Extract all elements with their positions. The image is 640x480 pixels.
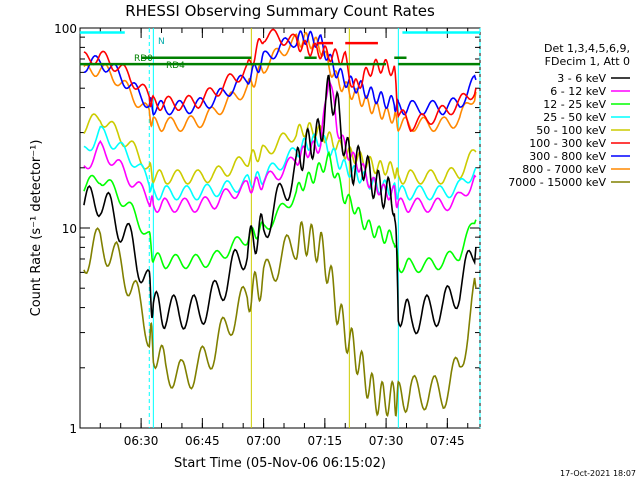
- x-tick-label: 06:30: [124, 434, 159, 448]
- y-tick-label: 1: [69, 422, 77, 436]
- x-tick-label: 06:45: [185, 434, 220, 448]
- legend-header-line-1: Det 1,3,4,5,6,9,: [544, 42, 630, 55]
- legend-label: 300 - 800 keV: [529, 150, 606, 163]
- legend-label: 3 - 6 keV: [557, 72, 606, 85]
- series-line-1: [83, 78, 477, 214]
- y-axis-label: Count Rate (s⁻¹ detector⁻¹): [29, 140, 44, 317]
- x-tick-label: 07:30: [369, 434, 404, 448]
- legend-label: 25 - 50 keV: [543, 111, 606, 124]
- annotation-n: N: [158, 37, 165, 47]
- legend-header-line-2: FDecim 1, Att 0: [545, 55, 630, 68]
- x-axis-label: Start Time (05-Nov-06 06:15:02): [174, 456, 386, 471]
- series-line-3: [83, 125, 477, 201]
- legend-label: 12 - 25 keV: [543, 98, 606, 111]
- series-line-6: [83, 30, 477, 116]
- y-tick-label: 100: [54, 22, 77, 36]
- x-tick-label: 07:00: [246, 434, 281, 448]
- legend-label: 7000 - 15000 keV: [508, 176, 606, 189]
- y-tick-label: 10: [62, 222, 77, 236]
- legend-label: 800 - 7000 keV: [522, 163, 606, 176]
- x-tick-label: 07:45: [430, 434, 465, 448]
- annotation-rd0: RD0: [134, 54, 153, 64]
- series-line-5: [83, 28, 477, 133]
- chart-title: RHESSI Observing Summary Count Rates: [125, 2, 435, 20]
- series-line-4: [83, 113, 477, 185]
- series-line-7: [83, 31, 477, 133]
- series-line-8: [83, 220, 477, 418]
- legend-label: 6 - 12 keV: [550, 85, 606, 98]
- x-tick-label: 07:15: [308, 434, 343, 448]
- timestamp: 17-Oct-2021 18:07: [560, 469, 636, 478]
- legend-label: 100 - 300 keV: [529, 137, 606, 150]
- annotation-rd4: RD4: [166, 61, 185, 71]
- legend-label: 50 - 100 keV: [536, 124, 606, 137]
- series-line-0: [83, 74, 477, 335]
